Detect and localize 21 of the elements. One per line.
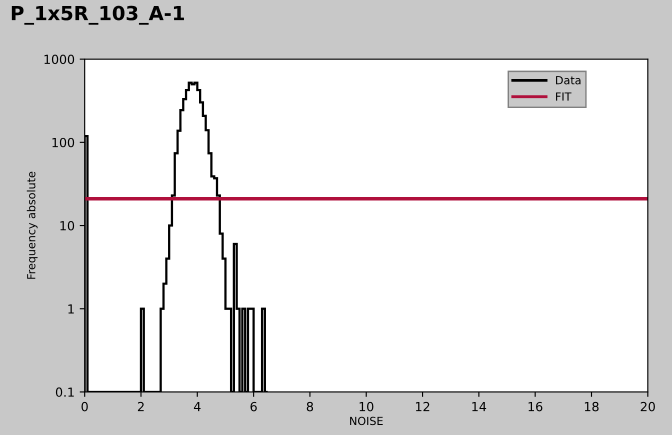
x-tick-label: 20 (640, 402, 655, 412)
y-tick-label: 100 (52, 138, 74, 148)
chart-title: P_1x5R_103_A-1 (12, 6, 184, 25)
x-tick-label: 8 (306, 402, 314, 412)
x-tick-label: 12 (416, 402, 430, 412)
x-tick-label: 16 (528, 402, 542, 412)
legend-label: Data (556, 76, 580, 84)
x-tick-label: 10 (360, 402, 374, 412)
x-tick-label: 0 (82, 402, 88, 412)
x-tick-label: 2 (138, 402, 144, 412)
legend-label: FIT (556, 92, 572, 101)
x-tick-label: 18 (584, 402, 599, 412)
x-tick-label: 6 (250, 402, 257, 412)
y-tick-label: 0.1 (56, 387, 74, 397)
x-axis-title: NOISE (350, 416, 383, 426)
x-tick-label: 14 (472, 402, 486, 412)
y-tick-label: 1 (68, 304, 74, 314)
y-axis-title: Frequency absolute (26, 172, 38, 279)
x-tick-label: 4 (194, 402, 201, 412)
y-tick-label: 1000 (44, 54, 74, 64)
y-tick-label: 10 (60, 221, 74, 230)
